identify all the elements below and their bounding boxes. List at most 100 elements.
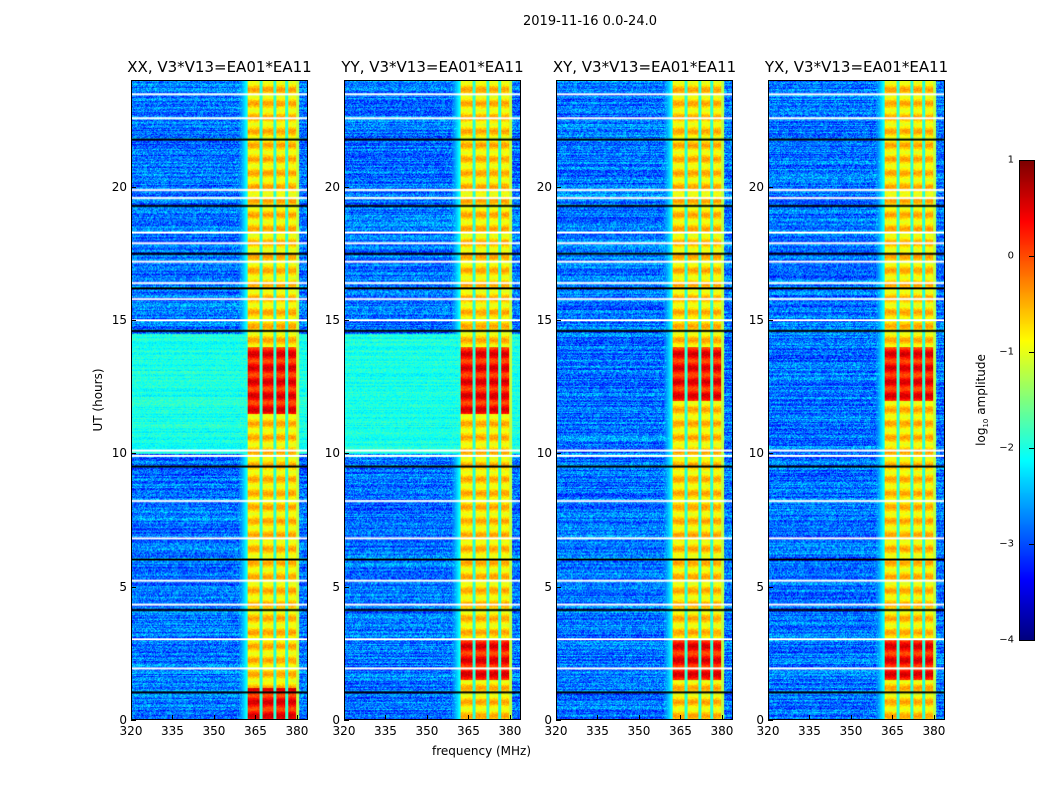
x-tick-mark bbox=[850, 715, 852, 720]
x-tick-label: 365 bbox=[881, 724, 904, 738]
x-tick-label: 335 bbox=[374, 724, 397, 738]
colorbar-tick-mark bbox=[1029, 160, 1034, 161]
y-tick-label: 0 bbox=[332, 713, 340, 727]
colorbar-tick-mark bbox=[1029, 352, 1034, 353]
colorbar-tick-mark bbox=[1029, 544, 1034, 545]
x-tick-label: 380 bbox=[922, 724, 946, 738]
x-tick-label: 380 bbox=[498, 724, 522, 738]
colorbar-tick-mark bbox=[1029, 640, 1034, 641]
y-tick-mark bbox=[556, 186, 561, 188]
colorbar bbox=[1019, 160, 1035, 641]
heatmap-xy bbox=[556, 80, 733, 720]
y-tick-label: 5 bbox=[756, 579, 764, 594]
colorbar-tick-label: 0 bbox=[1007, 250, 1014, 262]
colorbar-tick-label: −3 bbox=[999, 538, 1014, 550]
y-tick-mark bbox=[344, 186, 349, 188]
x-tick-mark bbox=[131, 715, 132, 720]
x-tick-label: 320 bbox=[332, 724, 356, 738]
x-tick-mark bbox=[638, 715, 640, 720]
x-tick-label: 350 bbox=[839, 724, 863, 738]
x-tick-label: 350 bbox=[415, 724, 439, 738]
colorbar-tick-mark bbox=[1029, 448, 1034, 449]
colorbar-tick-label: −2 bbox=[999, 442, 1014, 454]
x-tick-label: 335 bbox=[798, 724, 821, 738]
y-tick-label: 10 bbox=[748, 446, 764, 461]
y-tick-label: 0 bbox=[756, 713, 764, 727]
x-tick-mark bbox=[468, 715, 470, 720]
y-tick-mark bbox=[768, 720, 773, 721]
colorbar-label-rest: amplitude bbox=[973, 354, 988, 419]
x-tick-mark bbox=[680, 715, 682, 720]
x-tick-label: 335 bbox=[586, 724, 609, 738]
x-tick-label: 320 bbox=[756, 724, 780, 738]
x-tick-mark bbox=[768, 715, 769, 720]
y-tick-mark bbox=[131, 453, 136, 455]
y-tick-label: 0 bbox=[544, 713, 552, 727]
colorbar-label: log10 amplitude bbox=[974, 354, 990, 446]
x-tick-mark bbox=[426, 715, 428, 720]
y-tick-mark bbox=[344, 320, 349, 321]
y-tick-mark bbox=[556, 586, 561, 588]
x-tick-mark bbox=[809, 715, 811, 720]
y-tick-label: 5 bbox=[119, 579, 127, 594]
figure-title: 2019-11-16 0.0-24.0 bbox=[523, 14, 657, 29]
x-tick-label: 365 bbox=[457, 724, 480, 738]
x-tick-mark bbox=[933, 715, 935, 720]
y-tick-mark bbox=[131, 720, 136, 721]
y-tick-label: 20 bbox=[536, 179, 552, 194]
x-tick-mark bbox=[721, 715, 723, 720]
x-axis-label: frequency (MHz) bbox=[432, 744, 532, 758]
x-tick-mark bbox=[597, 715, 599, 720]
y-tick-mark bbox=[131, 586, 136, 588]
y-tick-mark bbox=[344, 720, 349, 721]
colorbar-label-main: log bbox=[973, 427, 988, 446]
y-tick-mark bbox=[556, 453, 561, 455]
x-tick-label: 320 bbox=[119, 724, 143, 738]
panel-title: YX, V3*V13=EA01*EA11 bbox=[764, 58, 949, 76]
x-tick-mark bbox=[344, 715, 345, 720]
x-tick-label: 380 bbox=[710, 724, 734, 738]
y-tick-mark bbox=[768, 320, 773, 321]
y-axis-label: UT (hours) bbox=[91, 368, 105, 432]
y-tick-mark bbox=[768, 453, 773, 455]
colorbar-tick-mark bbox=[1029, 256, 1034, 257]
x-tick-label: 365 bbox=[244, 724, 267, 738]
y-tick-label: 15 bbox=[748, 313, 764, 327]
x-tick-mark bbox=[385, 715, 387, 720]
y-tick-label: 15 bbox=[111, 313, 127, 327]
x-tick-mark bbox=[892, 715, 894, 720]
x-tick-label: 380 bbox=[285, 724, 309, 738]
x-tick-label: 365 bbox=[669, 724, 692, 738]
y-tick-mark bbox=[768, 186, 773, 188]
y-tick-label: 20 bbox=[748, 179, 764, 194]
y-tick-mark bbox=[344, 453, 349, 455]
panel-title: XX, V3*V13=EA01*EA11 bbox=[127, 58, 312, 76]
y-tick-label: 20 bbox=[324, 179, 340, 194]
colorbar-tick-label: −4 bbox=[999, 634, 1014, 646]
y-tick-label: 20 bbox=[111, 179, 127, 194]
x-tick-mark bbox=[556, 715, 557, 720]
y-tick-mark bbox=[556, 720, 561, 721]
panel-title: XY, V3*V13=EA01*EA11 bbox=[552, 58, 737, 76]
y-tick-mark bbox=[768, 586, 773, 588]
heatmap-yy bbox=[344, 80, 521, 720]
x-tick-mark bbox=[296, 715, 298, 720]
y-tick-label: 5 bbox=[544, 579, 552, 594]
y-tick-mark bbox=[131, 186, 136, 188]
heatmap-xx bbox=[131, 80, 308, 720]
y-tick-mark bbox=[131, 320, 136, 321]
x-tick-mark bbox=[509, 715, 511, 720]
y-tick-mark bbox=[344, 586, 349, 588]
colorbar-tick-label: 1 bbox=[1007, 154, 1014, 166]
colorbar-label-sub: 10 bbox=[982, 418, 991, 428]
y-tick-label: 15 bbox=[536, 313, 552, 327]
x-tick-mark bbox=[213, 715, 215, 720]
x-tick-label: 350 bbox=[202, 724, 226, 738]
x-tick-label: 350 bbox=[627, 724, 651, 738]
colorbar-tick-label: −1 bbox=[999, 346, 1014, 358]
y-tick-label: 15 bbox=[324, 313, 340, 327]
y-tick-label: 5 bbox=[332, 579, 340, 594]
x-tick-mark bbox=[172, 715, 174, 720]
x-tick-label: 335 bbox=[161, 724, 184, 738]
